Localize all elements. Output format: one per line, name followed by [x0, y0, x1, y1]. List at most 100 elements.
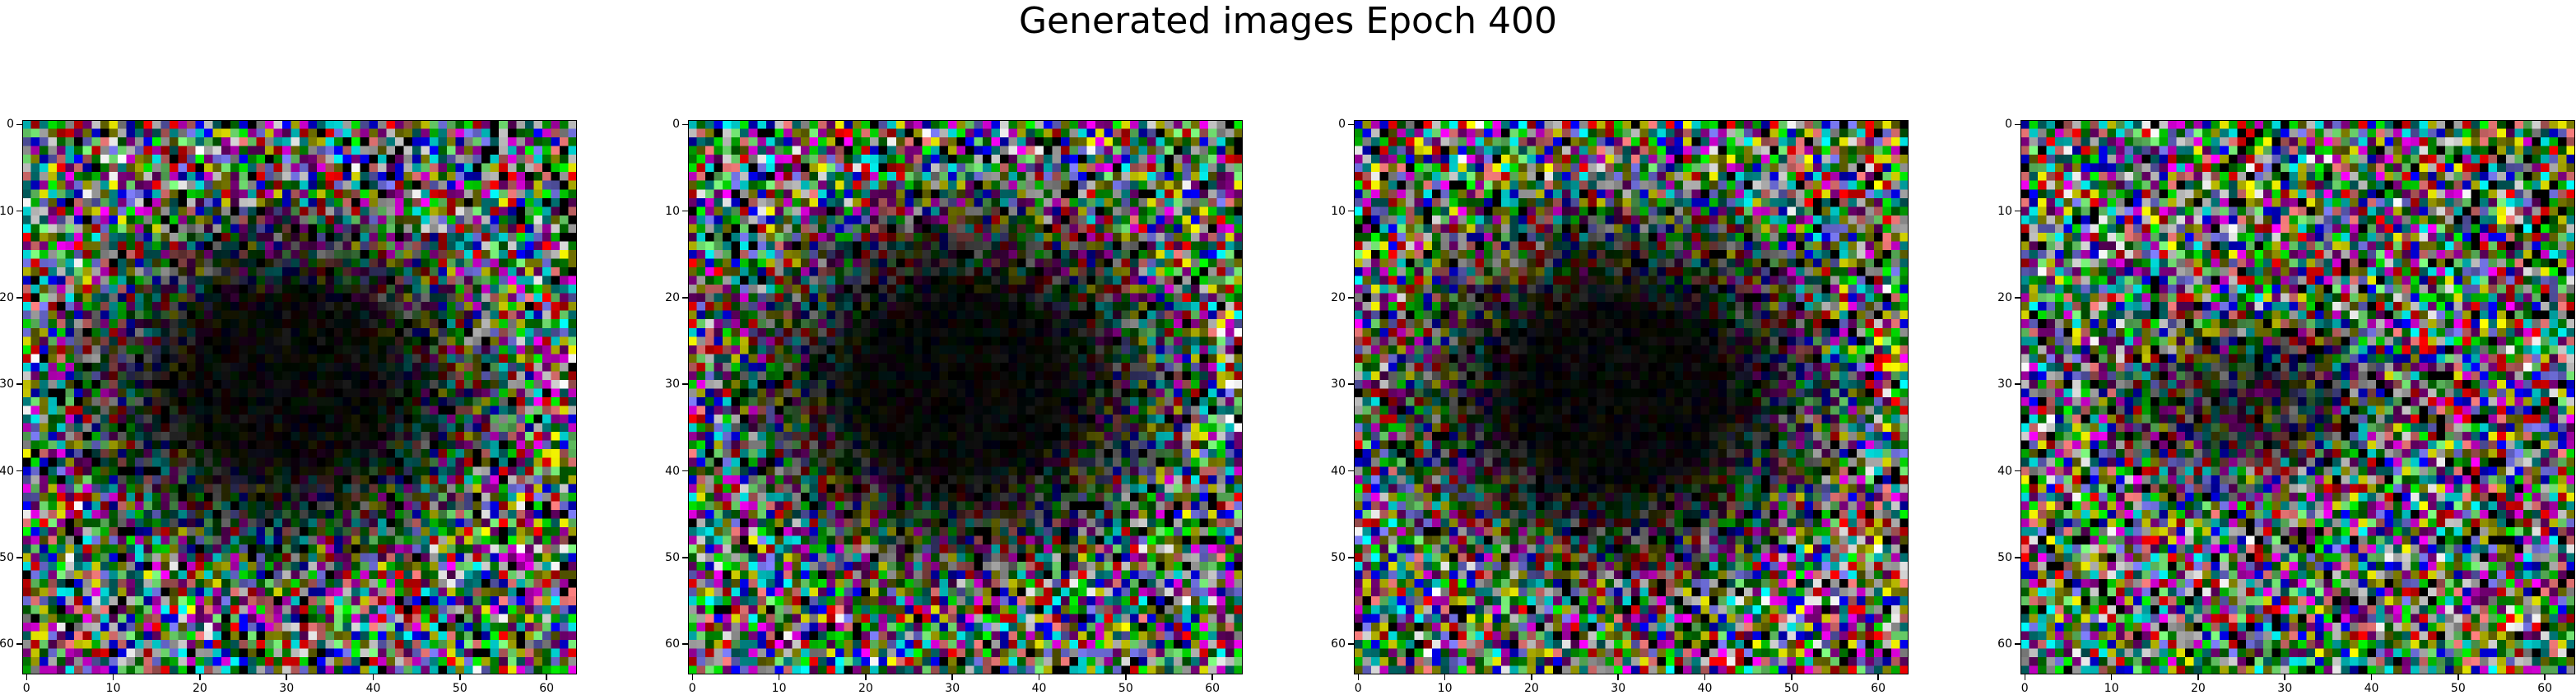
y-tick-label: 20: [665, 290, 680, 304]
x-tick-mark: [1211, 674, 1213, 680]
x-tick-label: 10: [771, 682, 787, 695]
x-tick-mark: [286, 674, 287, 680]
y-tick-mark: [2015, 643, 2020, 645]
x-tick-label: 40: [1697, 682, 1713, 695]
x-tick-label: 60: [1871, 682, 1886, 695]
y-tick-label: 10: [1331, 204, 1346, 218]
y-tick-mark: [682, 383, 688, 385]
y-tick-mark: [2015, 297, 2020, 299]
y-tick-label: 60: [1331, 637, 1346, 651]
x-tick-mark: [951, 674, 953, 680]
x-tick-mark: [691, 674, 694, 680]
y-tick-mark: [16, 383, 22, 385]
y-tick-mark: [682, 643, 688, 645]
x-tick-label: 50: [1783, 682, 1799, 695]
x-tick-mark: [865, 674, 867, 680]
image-panel-4: 0 10 20 30 40 50 60 0 10 20 30 40 50 60: [1997, 118, 2575, 695]
x-tick-mark: [2544, 674, 2546, 680]
y-tick-mark: [16, 210, 22, 212]
generated-sample-1: [22, 120, 577, 674]
y-tick-label: 40: [1331, 464, 1346, 478]
x-tick-label: 60: [539, 682, 555, 695]
x-tick-mark: [546, 674, 547, 680]
y-tick-label: 0: [2005, 118, 2012, 132]
x-tick-label: 10: [1437, 682, 1453, 695]
y-tick-label: 50: [1331, 550, 1346, 564]
y-tick-label: 50: [0, 550, 14, 564]
y-tick-label: 40: [1997, 464, 2012, 478]
y-tick-label: 50: [665, 550, 680, 564]
x-tick-mark: [1444, 674, 1446, 680]
y-tick-mark: [2015, 383, 2020, 385]
y-tick-mark: [1348, 470, 1354, 472]
x-tick-mark: [2284, 674, 2285, 680]
x-tick-label: 0: [1354, 682, 1362, 695]
x-tick-mark: [372, 674, 374, 680]
x-tick-label: 10: [2104, 682, 2119, 695]
x-tick-label: 10: [105, 682, 121, 695]
x-tick-label: 20: [858, 682, 873, 695]
x-tick-mark: [26, 674, 28, 680]
x-tick-label: 30: [2277, 682, 2293, 695]
y-tick-label: 40: [665, 464, 680, 478]
y-tick-label: 30: [0, 378, 14, 392]
y-tick-mark: [16, 297, 22, 299]
y-tick-mark: [1348, 383, 1354, 385]
x-tick-mark: [1531, 674, 1532, 680]
y-tick-mark: [1348, 557, 1354, 558]
generated-sample-4: [2020, 120, 2575, 674]
x-tick-label: 30: [945, 682, 960, 695]
y-tick-label: 30: [1331, 378, 1346, 392]
y-tick-label: 20: [1331, 290, 1346, 304]
generated-sample-3: [1354, 120, 1909, 674]
y-tick-label: 30: [665, 378, 680, 392]
y-tick-mark: [2015, 123, 2020, 126]
y-tick-mark: [682, 297, 688, 299]
y-tick-mark: [682, 557, 688, 558]
y-tick-label: 10: [1997, 204, 2012, 218]
x-tick-mark: [112, 674, 114, 680]
y-tick-label: 50: [1997, 550, 2012, 564]
x-tick-label: 0: [2020, 682, 2029, 695]
y-tick-mark: [1348, 643, 1354, 645]
x-tick-mark: [2024, 674, 2026, 680]
x-tick-label: 30: [1611, 682, 1626, 695]
x-tick-label: 60: [1205, 682, 1221, 695]
y-tick-mark: [16, 470, 22, 472]
x-tick-mark: [1877, 674, 1879, 680]
y-tick-label: 20: [1997, 290, 2012, 304]
x-tick-mark: [459, 674, 461, 680]
y-tick-label: 60: [1997, 637, 2012, 651]
y-tick-mark: [16, 557, 22, 558]
y-tick-label: 20: [0, 290, 14, 304]
x-tick-mark: [1704, 674, 1706, 680]
y-tick-mark: [682, 470, 688, 472]
x-tick-label: 50: [1118, 682, 1133, 695]
y-tick-label: 60: [665, 637, 680, 651]
x-tick-label: 0: [688, 682, 696, 695]
y-tick-mark: [682, 210, 688, 212]
x-tick-mark: [778, 674, 780, 680]
generated-sample-2: [688, 120, 1243, 674]
x-tick-mark: [1357, 674, 1360, 680]
x-tick-label: 40: [365, 682, 381, 695]
x-tick-label: 30: [279, 682, 295, 695]
x-tick-mark: [1125, 674, 1127, 680]
x-tick-mark: [1791, 674, 1793, 680]
x-tick-label: 20: [1523, 682, 1539, 695]
x-tick-mark: [2457, 674, 2459, 680]
y-tick-label: 0: [7, 118, 14, 132]
x-tick-label: 60: [2537, 682, 2553, 695]
x-tick-mark: [2110, 674, 2113, 680]
x-tick-mark: [1038, 674, 1040, 680]
image-panel-2: 0 10 20 30 40 50 60 0 10 20 30 40 50 60: [665, 118, 1243, 695]
y-tick-mark: [2015, 557, 2020, 558]
x-tick-label: 20: [2190, 682, 2206, 695]
y-tick-label: 0: [1338, 118, 1346, 132]
x-tick-label: 40: [2364, 682, 2379, 695]
y-tick-label: 60: [0, 637, 14, 651]
y-tick-mark: [16, 643, 22, 645]
x-tick-label: 20: [192, 682, 207, 695]
x-tick-mark: [2370, 674, 2373, 680]
x-tick-label: 50: [452, 682, 467, 695]
